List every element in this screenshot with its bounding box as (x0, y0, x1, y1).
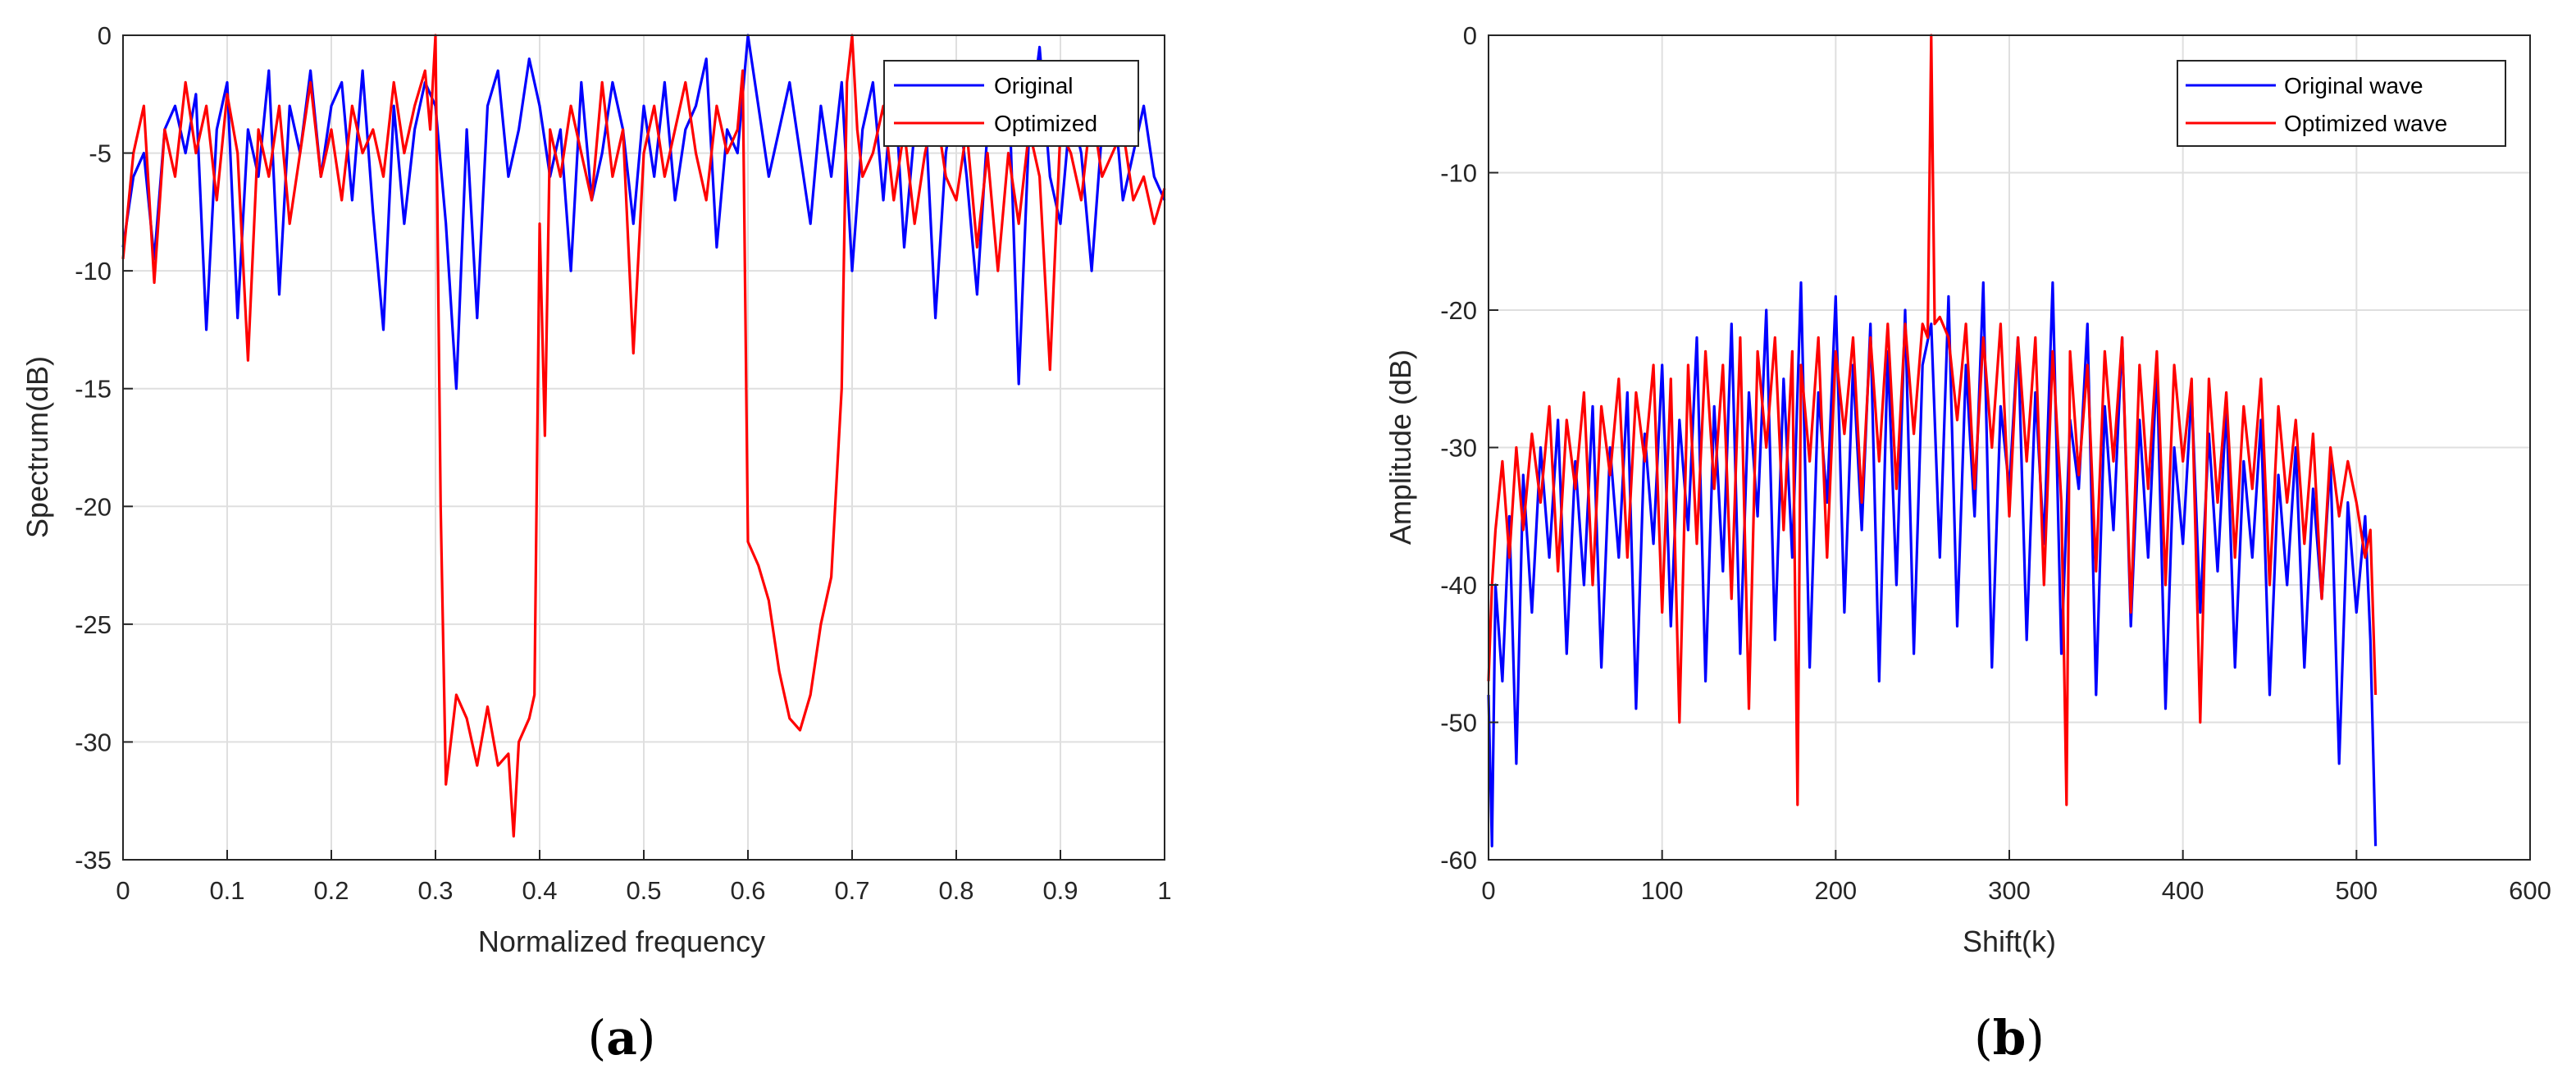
chart-a-caption-letter: a (606, 1010, 637, 1066)
chart-a-legend-box (883, 60, 1139, 147)
chart-b-legend-original: Original wave (2284, 73, 2423, 98)
chart-b-caption-close: ) (2026, 1010, 2045, 1066)
chart-a-xtick-label: 0.9 (1042, 876, 1078, 905)
chart-a-ytick-label: -35 (75, 846, 112, 875)
chart-a-xtick-label: 0.8 (938, 876, 973, 905)
chart-a-xtick-label: 0.7 (834, 876, 869, 905)
chart-a-ytick-label: -15 (75, 375, 112, 404)
chart-a-caption: (a) (588, 1010, 656, 1066)
chart-b-legend: Original wave Optimized wave (2177, 60, 2506, 147)
chart-a-legend-optimized: Optimized (994, 111, 1097, 136)
chart-a-xlabel: Normalized frequency (478, 925, 765, 958)
chart-a-caption-close: ) (637, 1010, 656, 1066)
chart-b-ytick-label: -60 (1440, 846, 1477, 875)
chart-a-xtick-label: 0 (116, 876, 130, 905)
chart-b: 0 100 200 300 400 500 600 0-10-20-30-40-50-60 … (1384, 21, 2551, 1066)
chart-b-ytick-label: -20 (1440, 296, 1477, 325)
chart-b-ytick-label: -30 (1440, 434, 1477, 463)
chart-a-xtick-label: 1 (1157, 876, 1171, 905)
chart-a-caption-open: ( (588, 1010, 607, 1066)
chart-b-series-optimized-line (1487, 34, 2378, 806)
chart-a-series-optimized-line (121, 34, 1166, 838)
chart-a: 0 0.1 0.2 0.3 0.4 0.5 0.6 0.7 0.8 0.9 1 0 -5 -10 -15 -… (21, 21, 1172, 1066)
chart-a-x-ticks: 0 0.1 0.2 0.3 0.4 0.5 0.6 0.7 0.8 0.9 1 (116, 850, 1172, 905)
chart-a-legend: Original Optimized (883, 60, 1139, 147)
chart-a-ytick-label: -10 (75, 257, 112, 285)
chart-a-xtick-label: 0.5 (626, 876, 661, 905)
chart-b-ytick-label: 0 (1463, 21, 1477, 50)
chart-b-xtick-label: 0 (1481, 876, 1495, 905)
chart-b-y-ticks: 0 -10 -20 -30 -40 -50 -60 (1440, 21, 1498, 875)
chart-a-xtick-label: 0.1 (209, 876, 244, 905)
chart-a-legend-original: Original (994, 73, 1073, 98)
chart-a-ytick-label: -25 (75, 610, 112, 639)
chart-b-caption: (b) (1974, 1010, 2045, 1066)
chart-a-y-ticks: 0 -5 -10 -15 -20 -25 -30 -35 (75, 21, 133, 875)
chart-a-ylabel: Spectrum(dB) (21, 356, 54, 538)
chart-b-ytick-label: -10 (1440, 159, 1477, 188)
chart-b-xtick-label: 500 (2335, 876, 2378, 905)
chart-b-ytick-label: -40 (1440, 571, 1477, 600)
chart-b-caption-open: ( (1974, 1010, 1993, 1066)
chart-b-caption-letter: b (1993, 1010, 2027, 1066)
chart-a-ytick-label: -30 (75, 728, 112, 756)
chart-a-xtick-label: 0.3 (417, 876, 453, 905)
chart-a-ytick-label: -20 (75, 492, 112, 521)
chart-b-ytick-label: -50 (1440, 709, 1477, 738)
chart-a-xtick-label: 0.6 (730, 876, 765, 905)
chart-a-xtick-label: 0.4 (522, 876, 557, 905)
chart-b-x-ticks: 0 100 200 300 400 500 600 (1481, 850, 2551, 905)
chart-a-ytick-label: 0 (98, 21, 112, 50)
chart-b-legend-box (2177, 60, 2506, 147)
chart-b-series (1487, 34, 2378, 847)
chart-a-xtick-label: 0.2 (313, 876, 349, 905)
chart-b-xtick-label: 100 (1641, 876, 1684, 905)
chart-b-ylabel: Amplitude (dB) (1384, 349, 1417, 545)
chart-b-xtick-label: 400 (2162, 876, 2204, 905)
chart-b-legend-optimized: Optimized wave (2284, 111, 2447, 136)
chart-b-xtick-label: 200 (1814, 876, 1857, 905)
chart-b-xtick-label: 300 (1988, 876, 2031, 905)
chart-b-xtick-label: 600 (2509, 876, 2551, 905)
chart-a-ytick-label: -5 (89, 139, 112, 168)
chart-b-xlabel: Shift(k) (1963, 925, 2056, 958)
